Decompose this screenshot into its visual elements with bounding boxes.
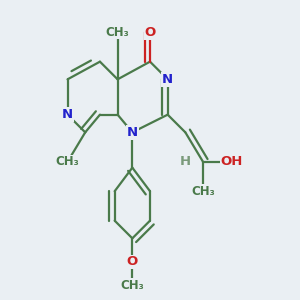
Text: N: N: [127, 126, 138, 139]
Text: O: O: [144, 26, 156, 39]
Text: CH₃: CH₃: [56, 155, 80, 168]
Text: CH₃: CH₃: [106, 26, 130, 39]
Text: N: N: [62, 108, 73, 121]
Text: OH: OH: [221, 155, 243, 168]
Text: O: O: [127, 255, 138, 268]
Text: N: N: [162, 73, 173, 86]
Text: CH₃: CH₃: [191, 185, 215, 198]
Text: CH₃: CH₃: [121, 279, 144, 292]
Text: H: H: [180, 155, 191, 168]
